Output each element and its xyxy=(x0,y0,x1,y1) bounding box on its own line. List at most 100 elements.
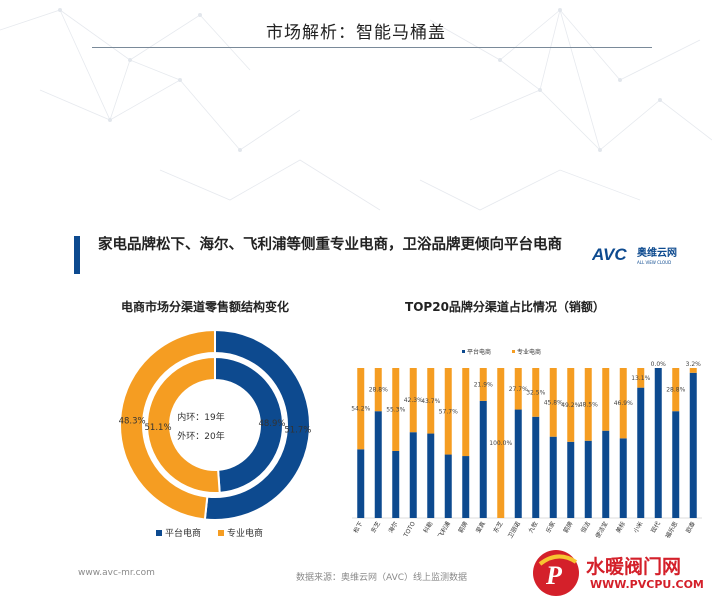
bar-data-label: 43.7% xyxy=(421,398,440,405)
inner-ring-slice-professional xyxy=(146,355,221,494)
bar-category-label: 现代 xyxy=(649,520,662,534)
bar-data-label: 45.8% xyxy=(544,399,563,406)
bar-category-label: 箭牌 xyxy=(457,520,470,534)
bar-segment-platform xyxy=(584,440,592,518)
bar-data-label: 49.2% xyxy=(561,402,580,409)
bar-data-label: 42.3% xyxy=(404,397,423,404)
donut-center-label: 外环：20年 xyxy=(177,430,224,442)
bar-segment-platform xyxy=(462,456,470,518)
bar-category-label: 便洁宝 xyxy=(594,520,610,540)
bar-segment-platform xyxy=(637,387,645,518)
bar-segment-platform xyxy=(672,411,680,518)
watermark-site-logo: P 水暖阀门网 WWW.PVCPU.COM xyxy=(528,546,712,599)
bar-legend-swatch xyxy=(512,350,515,353)
bar-segment-platform xyxy=(567,441,575,518)
bar-segment-professional xyxy=(689,368,697,373)
avc-logo-en: ALL VIEW CLOUD xyxy=(637,260,671,265)
inner-ring-slice-label: 48.9% xyxy=(258,419,285,429)
bar-segment-platform xyxy=(427,433,435,518)
bar-segment-professional xyxy=(444,368,452,455)
watermark-url: WWW.PVCPU.COM xyxy=(590,578,704,591)
outer-ring-slice-label: 48.3% xyxy=(119,417,146,427)
avc-logo: AVC 奥维云网 ALL VIEW CLOUD xyxy=(592,245,677,265)
bar-segment-platform xyxy=(357,449,365,518)
donut-legend-swatch xyxy=(218,530,224,536)
title-divider xyxy=(92,47,652,48)
bar-category-label: 海尔 xyxy=(387,520,400,534)
bar-segment-professional xyxy=(462,368,470,457)
inner-ring-slice-label: 51.1% xyxy=(145,423,172,433)
bar-segment-platform xyxy=(532,416,540,518)
page-title: 市场解析：智能马桶盖 xyxy=(266,23,446,43)
bar-data-label: 3.2% xyxy=(686,361,702,368)
watermark-badge-letter: P xyxy=(545,561,563,590)
bar-data-label: 28.8% xyxy=(369,387,388,394)
bar-segment-professional xyxy=(374,368,382,412)
bar-segment-professional xyxy=(532,368,540,417)
bar-data-label: 32.5% xyxy=(526,389,545,396)
inner-ring-slice-platform xyxy=(214,355,284,494)
bar-segment-professional xyxy=(619,368,627,439)
bar-segment-platform xyxy=(549,436,557,518)
bar-category-label: 松下 xyxy=(352,520,365,534)
bar-segment-professional xyxy=(409,368,417,433)
bar-segment-professional xyxy=(357,368,365,450)
avc-logo-mark: AVC xyxy=(592,245,627,264)
bar-legend-label: 专业电商 xyxy=(517,348,541,356)
outer-ring-slice-label: 51.7% xyxy=(284,425,311,435)
bar-segment-professional xyxy=(584,368,592,441)
bar-segment-professional xyxy=(672,368,680,412)
section-accent-bar xyxy=(74,236,80,274)
donut-legend-label: 专业电商 xyxy=(227,527,263,539)
donut-chart-title: 电商市场分渠道零售额结构变化 xyxy=(120,300,289,314)
bar-data-label: 21.9% xyxy=(474,381,493,388)
bar-segment-platform xyxy=(619,438,627,518)
bar-data-label: 55.3% xyxy=(386,406,405,413)
bar-segment-professional xyxy=(479,368,487,401)
bar-segment-professional xyxy=(427,368,435,434)
bar-data-label: 28.8% xyxy=(666,387,685,394)
bar-data-label: 27.7% xyxy=(509,386,528,393)
bar-segment-platform xyxy=(479,400,487,518)
bar-category-label: 爱真 xyxy=(474,520,487,534)
bar-category-label: 东芝 xyxy=(492,520,505,534)
bar-segment-professional xyxy=(549,368,557,437)
bar-segment-professional xyxy=(567,368,575,442)
section-heading: 家电品牌松下、海尔、飞利浦等侧重专业电商，卫浴品牌更倾向平台电商 xyxy=(98,237,562,253)
donut-legend-label: 平台电商 xyxy=(165,527,201,539)
bar-segment-platform xyxy=(514,409,522,518)
bar-segment-professional xyxy=(602,368,610,431)
donut-center-label: 内环：19年 xyxy=(177,411,224,423)
bar-chart-title: TOP20品牌分渠道占比情况（销额） xyxy=(405,300,605,314)
bar-segment-professional xyxy=(514,368,522,410)
bar-category-label: 卫丽诺 xyxy=(506,520,522,540)
bar-data-label: 57.7% xyxy=(439,408,458,415)
bar-category-label: 科勒 xyxy=(422,520,435,534)
background-network-pattern xyxy=(0,8,712,211)
bar-segment-professional xyxy=(392,368,400,451)
bar-segment-platform xyxy=(654,368,662,518)
watermark-brand: 水暖阀门网 xyxy=(586,556,682,578)
bar-segment-platform xyxy=(374,411,382,518)
bar-data-label: 100.0% xyxy=(489,440,512,447)
bar-category-label: 九牧 xyxy=(527,520,540,534)
bar-category-label: 恒洁 xyxy=(579,520,592,534)
bar-category-label: 东芝 xyxy=(369,520,382,534)
bar-data-label: 0.0% xyxy=(651,361,667,368)
bar-category-label: 小米 xyxy=(632,520,645,534)
bar-legend-label: 平台电商 xyxy=(467,348,491,356)
bar-segment-platform xyxy=(602,430,610,518)
top20-brand-channel-bar-chart: 平台电商 专业电商 54.2% 松下 28.8% 东芝 55.3% 海尔 42.3% TOTO 43… xyxy=(351,348,702,540)
donut-legend-swatch xyxy=(156,530,162,536)
bar-data-label: 48.5% xyxy=(579,401,598,408)
data-source-note: 数据来源：奥维云网（AVC）线上监测数据 xyxy=(296,573,468,583)
bar-segment-professional xyxy=(497,368,505,518)
watermark-badge-icon: P xyxy=(533,550,579,596)
bar-category-label: 欧泰 xyxy=(684,520,697,534)
footer-url: www.avc-mr.com xyxy=(78,568,155,578)
bar-segment-platform xyxy=(689,372,697,518)
avc-logo-cn: 奥维云网 xyxy=(637,246,677,259)
bar-data-label: 13.1% xyxy=(631,375,650,382)
bar-segment-platform xyxy=(392,450,400,518)
bar-segment-professional xyxy=(637,368,645,388)
